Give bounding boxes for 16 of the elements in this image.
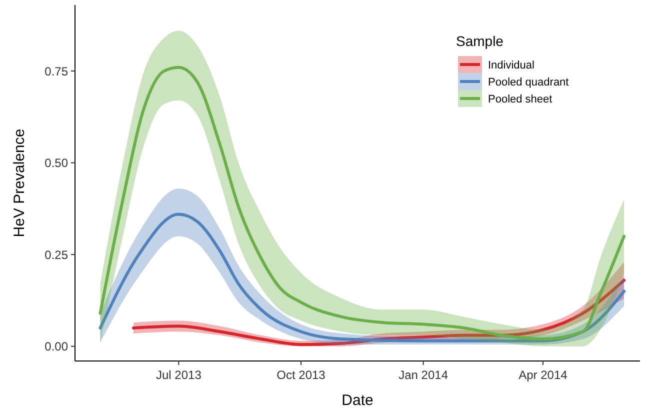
x-tick-label: Apr 2014 <box>518 368 568 382</box>
legend-label: Individual <box>488 59 534 72</box>
line-series <box>98 212 626 342</box>
y-axis-title: HeV Prevalence <box>11 128 28 238</box>
y-tick-label: 0.75 <box>44 64 68 78</box>
x-tick-label: Jul 2013 <box>156 368 202 382</box>
y-tick-label: 0.00 <box>44 340 68 354</box>
y-tick-label: 0.50 <box>44 156 68 170</box>
x-tick-label: Oct 2013 <box>276 368 326 382</box>
x-tick-label: Jan 2014 <box>398 368 448 382</box>
y-tick-label: 0.25 <box>44 248 68 262</box>
line-series <box>132 278 626 346</box>
x-axis-title: Date <box>342 392 374 409</box>
legend-label: Pooled quadrant <box>488 76 569 88</box>
legend-label: Pooled sheet <box>488 93 552 106</box>
legend-title: Sample <box>456 33 504 49</box>
